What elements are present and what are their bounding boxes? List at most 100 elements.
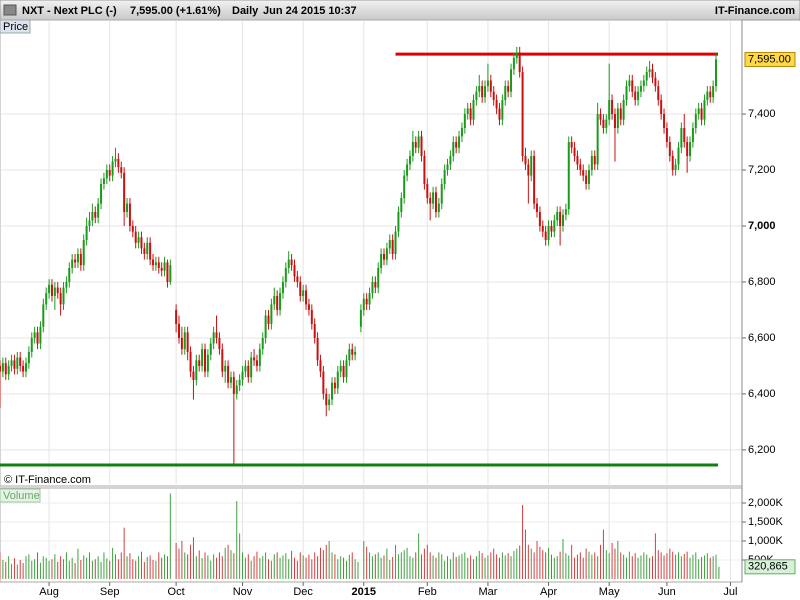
candle-body <box>368 293 371 305</box>
candle-body <box>579 164 582 171</box>
candle-body <box>39 326 42 344</box>
candle-body <box>131 225 134 232</box>
candle-body <box>587 170 590 185</box>
candle-body <box>53 287 56 296</box>
candle-body <box>648 69 651 73</box>
x-tick-label: May <box>599 586 620 598</box>
candle-body <box>596 114 599 165</box>
candle-body <box>126 203 129 213</box>
candle-body <box>440 184 443 204</box>
candle-body <box>665 128 668 143</box>
candle-body <box>463 114 466 129</box>
candle-body <box>79 253 82 266</box>
candle-body <box>634 91 637 101</box>
candle-body <box>102 178 105 185</box>
candle-body <box>466 108 469 115</box>
candle-body <box>443 170 446 185</box>
candle-body <box>518 52 521 73</box>
candle-body <box>668 142 671 157</box>
candle-body <box>253 357 256 361</box>
candle-body <box>515 52 518 59</box>
price-tab <box>0 19 31 34</box>
y-tick-label: 1,500K <box>748 516 784 528</box>
candle-body <box>143 248 146 254</box>
candle-body <box>561 214 564 226</box>
candle-body <box>281 281 284 294</box>
candle-body <box>616 108 619 129</box>
candle-body <box>247 365 250 378</box>
plot-layer: Aug Sep Oct Nov Dec 2015 Feb Mar Apr May Jun Jul 6,2… <box>0 20 796 598</box>
candle-body <box>71 259 74 268</box>
last-price-tag <box>744 51 796 67</box>
y-tick-label: 6,400 <box>748 388 776 400</box>
x-tick-label: Nov <box>233 586 253 598</box>
symbol: NXT - Next PLC (-) <box>22 5 117 17</box>
candle-body <box>547 225 550 240</box>
candle-body <box>166 262 169 282</box>
candle-body <box>30 337 33 352</box>
candle-body <box>227 365 230 383</box>
candle-body <box>374 281 377 288</box>
price-panel-label: Price <box>3 21 28 33</box>
x-tick-label: Sep <box>100 586 120 598</box>
candle-body <box>134 231 137 243</box>
candle-body <box>414 142 417 148</box>
candle-body <box>212 332 215 344</box>
candle-body <box>420 136 423 157</box>
candle-body <box>394 231 397 254</box>
candle-body <box>501 100 504 120</box>
candle-body <box>608 100 611 120</box>
y-tick-label: 6,800 <box>748 276 776 288</box>
candle-body <box>128 203 131 226</box>
candle-body <box>510 69 513 92</box>
candle-body <box>108 170 111 176</box>
candle-body <box>137 237 140 243</box>
y-tick-label: 7,400 <box>748 108 776 120</box>
candle-body <box>512 58 515 70</box>
candle-body <box>48 284 51 294</box>
candle-body <box>362 298 365 310</box>
x-tick-label: Apr <box>540 586 557 598</box>
candle-body <box>697 108 700 115</box>
candle-body <box>345 360 348 378</box>
candle-body <box>27 351 30 364</box>
candle-body <box>628 80 631 87</box>
candle-body <box>455 142 458 148</box>
candle-body <box>279 293 282 310</box>
candle-body <box>307 304 310 310</box>
candle-body <box>235 385 238 394</box>
candle-body <box>157 262 160 268</box>
candle-body <box>339 365 342 372</box>
candle-body <box>120 167 123 173</box>
candle-body <box>85 225 88 240</box>
candle-body <box>322 371 325 394</box>
candle-body <box>192 371 195 380</box>
candle-body <box>313 323 316 338</box>
candle-body <box>527 164 530 176</box>
candle-body <box>712 86 715 98</box>
candle-body <box>639 86 642 92</box>
candle-body <box>385 248 388 260</box>
candle-body <box>267 315 270 324</box>
candle-body <box>201 349 204 366</box>
x-tick-label: Feb <box>418 586 437 598</box>
candle-body <box>24 363 27 372</box>
candle-body <box>625 86 628 101</box>
candle-body <box>105 170 108 179</box>
candle-body <box>452 142 455 157</box>
x-tick-label: Dec <box>293 586 313 598</box>
candle-body <box>406 164 409 176</box>
candle-body <box>382 253 385 260</box>
candle-body <box>446 164 449 171</box>
candle-body <box>703 100 706 120</box>
price-change: 7,595.00 (+1.61%) <box>130 5 221 17</box>
candle-body <box>593 156 596 165</box>
candle-body <box>449 156 452 165</box>
candle-body <box>351 349 354 355</box>
price-panel <box>0 19 743 487</box>
source: IT-Finance.com <box>715 5 795 17</box>
candle-body <box>186 332 189 352</box>
candle-body <box>336 371 339 389</box>
candle-body <box>715 59 718 87</box>
